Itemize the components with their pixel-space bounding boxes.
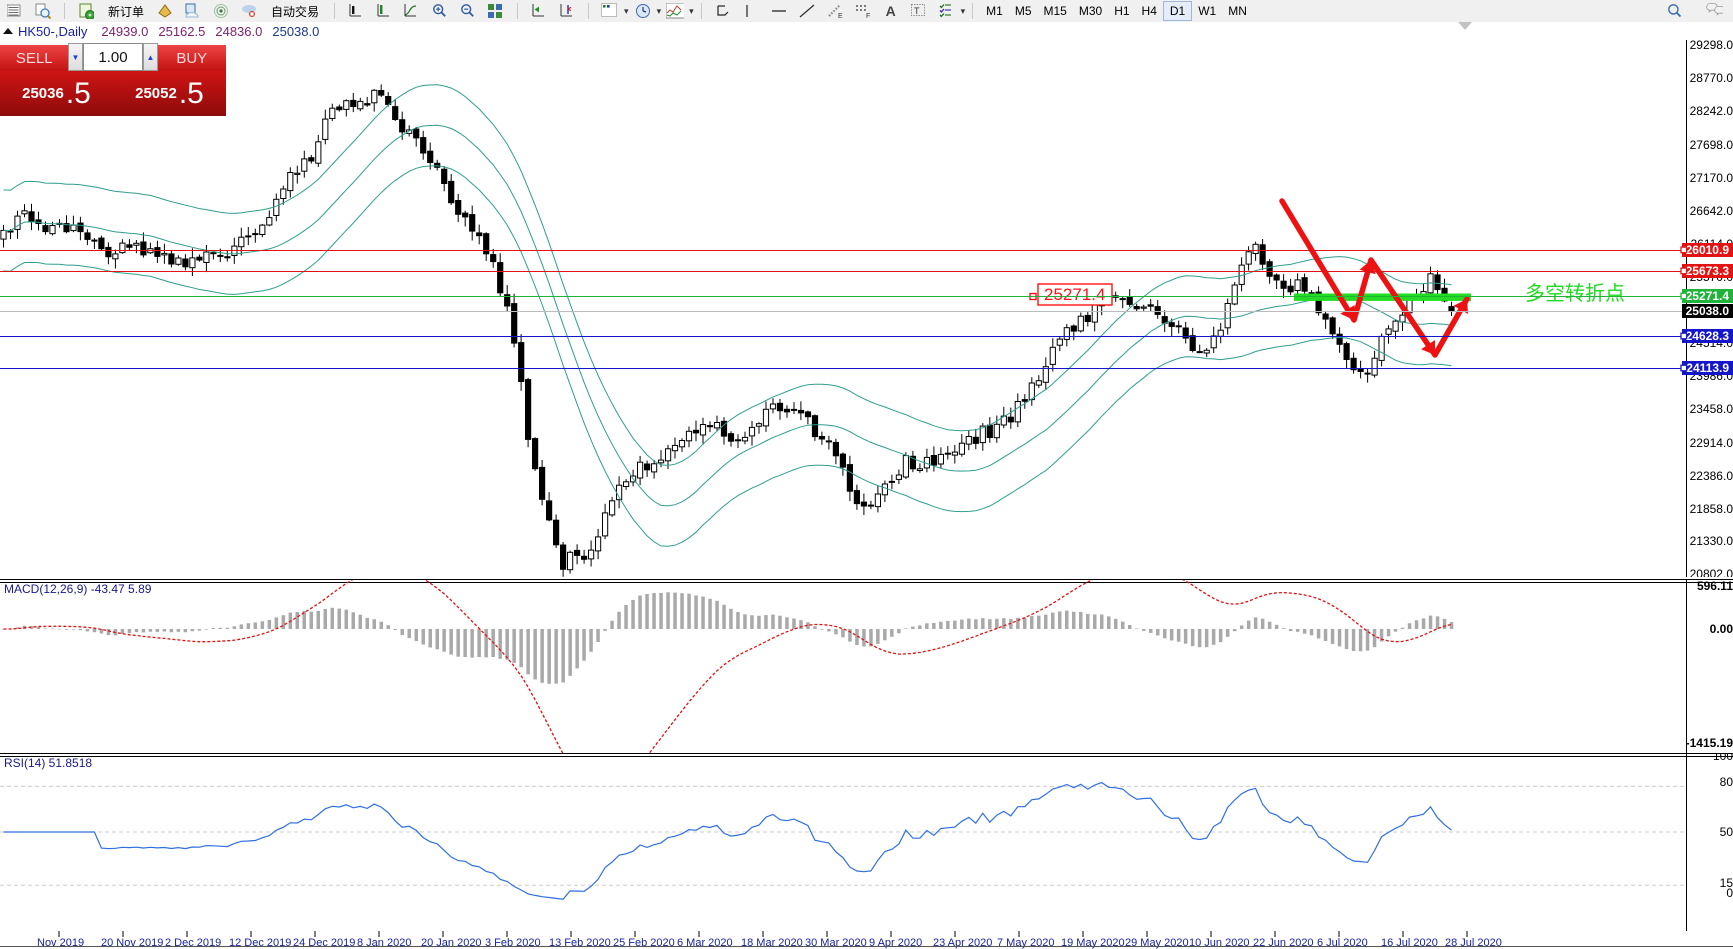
svg-text:E: E	[838, 13, 843, 18]
svg-text:多空转折点: 多空转折点	[1525, 282, 1625, 305]
svg-text:25271.4: 25271.4	[1044, 285, 1105, 304]
svg-text:T: T	[914, 6, 920, 16]
svg-text:F: F	[866, 13, 870, 18]
